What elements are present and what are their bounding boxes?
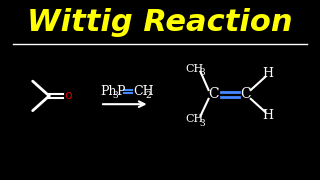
Text: 2: 2 <box>146 91 152 100</box>
Text: 3: 3 <box>199 68 204 77</box>
Text: 3: 3 <box>199 119 204 128</box>
Text: Ph: Ph <box>100 85 116 98</box>
Text: CH: CH <box>186 64 204 74</box>
Text: o: o <box>65 89 72 102</box>
Text: 3: 3 <box>113 91 118 100</box>
Text: C: C <box>240 87 251 102</box>
Text: H: H <box>262 109 273 122</box>
Text: CH: CH <box>133 85 154 98</box>
Text: CH: CH <box>186 114 204 124</box>
Text: Wittig Reaction: Wittig Reaction <box>27 8 293 37</box>
Text: P: P <box>116 85 124 98</box>
Text: H: H <box>262 67 273 80</box>
Text: C: C <box>209 87 219 102</box>
